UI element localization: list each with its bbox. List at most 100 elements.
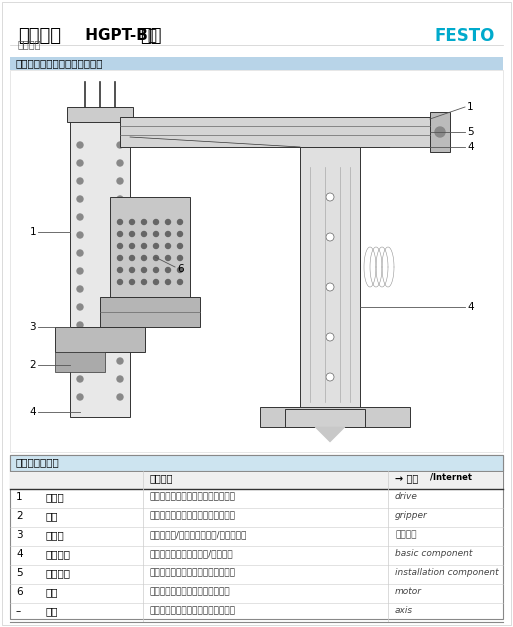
Circle shape xyxy=(166,280,170,285)
Circle shape xyxy=(77,394,83,400)
Text: 1: 1 xyxy=(16,492,23,502)
Circle shape xyxy=(117,322,123,328)
FancyBboxPatch shape xyxy=(110,197,190,297)
FancyBboxPatch shape xyxy=(70,117,130,417)
Circle shape xyxy=(142,231,147,236)
Circle shape xyxy=(326,233,334,241)
Circle shape xyxy=(153,219,159,224)
Circle shape xyxy=(117,219,123,224)
Text: 气爪: 气爪 xyxy=(45,511,57,521)
Circle shape xyxy=(117,340,123,346)
Circle shape xyxy=(177,280,183,285)
Circle shape xyxy=(117,268,123,273)
Text: 在搬取和装配技术中有多种组合可用: 在搬取和装配技术中有多种组合可用 xyxy=(150,511,236,520)
Circle shape xyxy=(117,255,123,260)
Circle shape xyxy=(77,376,83,382)
Text: 型材与型材连接以及型材/驱动连接: 型材与型材连接以及型材/驱动连接 xyxy=(150,549,233,558)
Text: 6: 6 xyxy=(16,587,23,597)
Circle shape xyxy=(326,193,334,201)
Text: motor: motor xyxy=(395,587,422,596)
Circle shape xyxy=(117,196,123,202)
Circle shape xyxy=(117,280,123,285)
Circle shape xyxy=(117,394,123,400)
Circle shape xyxy=(77,304,83,310)
Text: 主要特性: 主要特性 xyxy=(18,39,42,49)
Circle shape xyxy=(117,304,123,310)
Circle shape xyxy=(77,268,83,274)
Circle shape xyxy=(117,178,123,184)
Circle shape xyxy=(77,322,83,328)
Text: 系统组件和部件: 系统组件和部件 xyxy=(16,457,60,467)
Circle shape xyxy=(77,232,83,238)
FancyBboxPatch shape xyxy=(10,455,503,619)
Circle shape xyxy=(177,231,183,236)
Text: → 页码: → 页码 xyxy=(395,473,418,483)
Circle shape xyxy=(129,268,134,273)
Text: 4: 4 xyxy=(467,142,473,152)
Circle shape xyxy=(166,243,170,248)
FancyBboxPatch shape xyxy=(67,107,133,122)
Circle shape xyxy=(326,333,334,341)
Circle shape xyxy=(142,280,147,285)
Circle shape xyxy=(77,196,83,202)
Text: 2: 2 xyxy=(16,511,23,521)
Text: 连接件: 连接件 xyxy=(45,530,64,540)
Circle shape xyxy=(177,268,183,273)
Circle shape xyxy=(166,255,170,260)
Text: 5: 5 xyxy=(467,127,473,137)
Circle shape xyxy=(117,232,123,238)
Text: 需要信息: 需要信息 xyxy=(150,473,173,483)
Text: 电机: 电机 xyxy=(45,587,57,597)
Text: 在搬取和装配技术中有多种组合可用: 在搬取和装配技术中有多种组合可用 xyxy=(150,492,236,501)
Circle shape xyxy=(153,255,159,260)
Circle shape xyxy=(117,286,123,292)
Text: 平行气爪: 平行气爪 xyxy=(18,27,61,45)
Circle shape xyxy=(142,219,147,224)
Text: 驱动器: 驱动器 xyxy=(45,492,64,502)
Text: 1: 1 xyxy=(467,102,473,112)
Circle shape xyxy=(117,250,123,256)
FancyBboxPatch shape xyxy=(10,471,503,489)
Text: /Internet: /Internet xyxy=(430,473,472,482)
Text: 4: 4 xyxy=(467,302,473,312)
Circle shape xyxy=(77,250,83,256)
Circle shape xyxy=(435,127,445,137)
Circle shape xyxy=(326,283,334,291)
Circle shape xyxy=(166,219,170,224)
Circle shape xyxy=(177,219,183,224)
FancyBboxPatch shape xyxy=(300,147,360,412)
Circle shape xyxy=(77,286,83,292)
Text: 连接组件: 连接组件 xyxy=(395,530,417,539)
Circle shape xyxy=(117,142,123,148)
Text: 系统产品，用于搬取和集成技术: 系统产品，用于搬取和集成技术 xyxy=(15,58,103,68)
Circle shape xyxy=(129,280,134,285)
Circle shape xyxy=(153,243,159,248)
FancyBboxPatch shape xyxy=(100,297,200,327)
Text: –: – xyxy=(16,606,21,616)
Text: 在搬取和装配技术中有多种组合可用: 在搬取和装配技术中有多种组合可用 xyxy=(150,606,236,615)
FancyBboxPatch shape xyxy=(120,117,430,147)
Circle shape xyxy=(153,268,159,273)
Text: axis: axis xyxy=(395,606,413,615)
Circle shape xyxy=(117,243,123,248)
Text: basic component: basic component xyxy=(395,549,472,558)
Circle shape xyxy=(77,160,83,166)
Text: HGPT-B，: HGPT-B， xyxy=(80,27,157,42)
Text: drive: drive xyxy=(395,492,418,501)
Circle shape xyxy=(77,178,83,184)
Circle shape xyxy=(77,340,83,346)
Circle shape xyxy=(117,160,123,166)
Text: 4: 4 xyxy=(29,407,36,417)
Text: 电轴: 电轴 xyxy=(45,606,57,616)
Circle shape xyxy=(177,255,183,260)
Text: FESTO: FESTO xyxy=(435,27,495,45)
Circle shape xyxy=(177,243,183,248)
Circle shape xyxy=(142,268,147,273)
Text: 伺服和步进电机，带或不带减速机: 伺服和步进电机，带或不带减速机 xyxy=(150,587,231,596)
Text: 用于驱动器/驱动器和驱动器/气爪的连接: 用于驱动器/驱动器和驱动器/气爪的连接 xyxy=(150,530,247,539)
Circle shape xyxy=(166,231,170,236)
Circle shape xyxy=(326,373,334,381)
FancyBboxPatch shape xyxy=(10,455,503,471)
Circle shape xyxy=(142,255,147,260)
Circle shape xyxy=(77,214,83,220)
